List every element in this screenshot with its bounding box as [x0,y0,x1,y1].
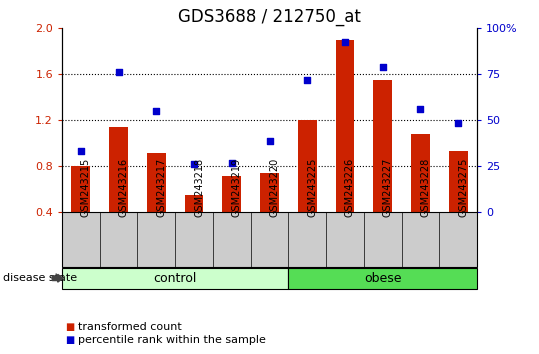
Text: GSM243218: GSM243218 [194,158,204,217]
Text: disease state: disease state [3,273,77,283]
Point [265,138,274,144]
Bar [298,120,317,212]
Text: transformed count: transformed count [78,322,182,332]
Point [152,108,161,114]
Text: GSM243220: GSM243220 [270,158,280,217]
Point [341,39,349,45]
Point [227,160,236,166]
Text: GSM243225: GSM243225 [307,158,317,217]
Bar [260,173,279,212]
Point [454,120,462,126]
Bar [62,268,288,289]
Bar [373,80,392,212]
Text: GSM243216: GSM243216 [119,158,129,217]
Bar [147,153,166,212]
Point [190,161,198,167]
Text: GSM243275: GSM243275 [458,158,468,217]
Bar [288,268,477,289]
Text: GSM243226: GSM243226 [345,158,355,217]
Text: ■: ■ [65,335,75,345]
Bar [184,195,204,212]
Text: GSM243217: GSM243217 [156,158,167,217]
Text: GSM243228: GSM243228 [420,158,431,217]
Text: GSM243219: GSM243219 [232,158,242,217]
Point [378,64,387,70]
Text: ■: ■ [65,322,75,332]
Text: obese: obese [364,272,402,285]
Title: GDS3688 / 212750_at: GDS3688 / 212750_at [178,8,361,25]
Text: GSM243227: GSM243227 [383,158,393,217]
Bar [222,176,241,212]
Point [114,69,123,75]
Point [77,149,85,154]
Point [303,77,312,83]
Text: GSM243215: GSM243215 [81,158,91,217]
Text: control: control [154,272,197,285]
Point [416,106,425,112]
Bar [71,166,90,212]
Bar [448,152,467,212]
Text: percentile rank within the sample: percentile rank within the sample [78,335,266,345]
Bar [335,40,355,212]
Bar [411,134,430,212]
Bar [109,127,128,212]
